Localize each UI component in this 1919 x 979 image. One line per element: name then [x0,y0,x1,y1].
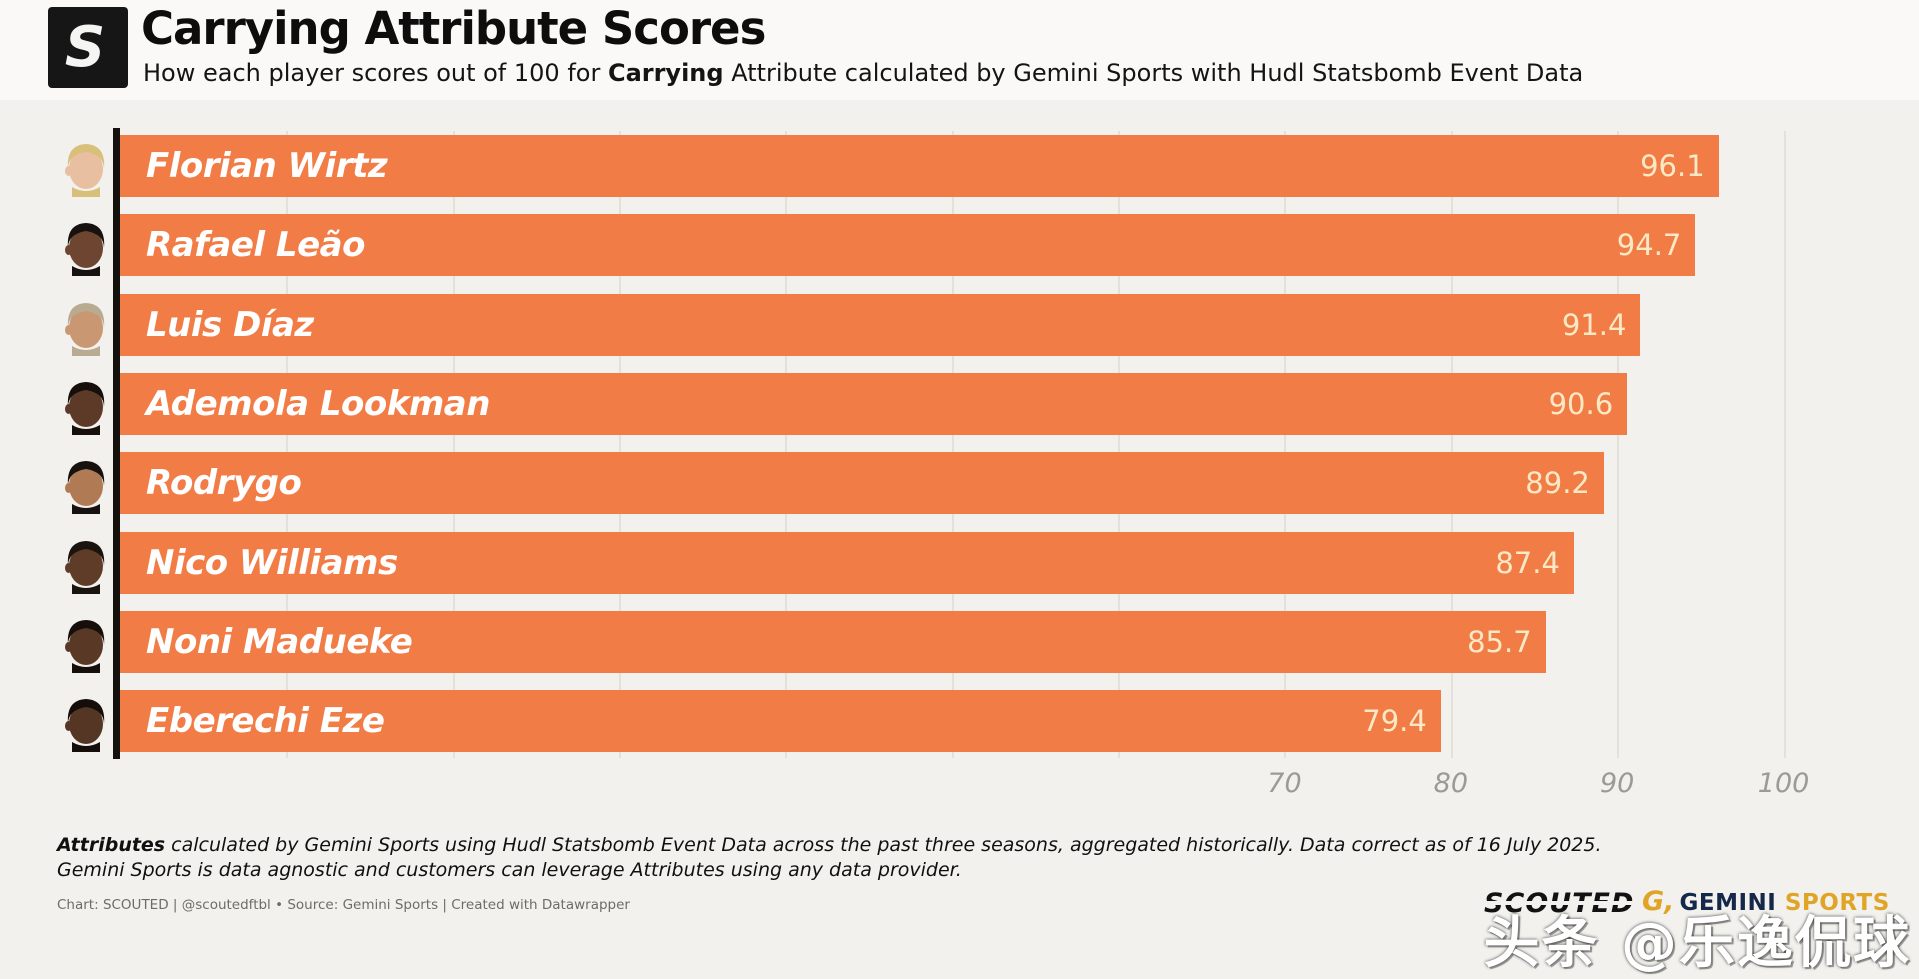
player-avatar [65,461,105,515]
player-avatar [65,619,105,673]
player-avatar [65,144,105,197]
player-avatar [65,302,105,356]
score-bar: Noni Madueke 85.7 [120,610,1546,673]
bar-row: Ademola Lookman 90.6 [65,372,1900,435]
bar-value-label: 79.4 [1362,704,1427,739]
player-avatar [65,223,105,277]
bar-chart-plot-area: Florian Wirtz 96.1 Rafael Leão 94.7 Luis Día… [65,131,1900,758]
bar-row: Luis Díaz 91.4 [65,293,1900,356]
x-tick-label-80: 80 [1433,768,1469,799]
gridline-90 [1617,131,1620,758]
subtitle-keyword: Carrying [607,59,724,87]
footnote-line-1: Attributes calculated by Gemini Sports u… [57,834,1602,856]
bar-row: Florian Wirtz 96.1 [65,135,1900,197]
gemini-wordmark: GEMINI [1679,890,1777,916]
gemini-sports-logo: G, GEMINI SPORTS [1642,886,1890,917]
x-tick-label-100: 100 [1757,768,1810,799]
player-name-label: Rodrygo [146,463,302,504]
gridline-70 [1284,131,1287,758]
x-tick-label-70: 70 [1267,768,1302,799]
player-name-label: Nico Williams [146,542,398,583]
header-band: S Carrying Attribute Scores How each pla… [0,0,1919,100]
bar-row: Rafael Leão 94.7 [65,214,1900,277]
bar-value-label: 87.4 [1495,545,1560,580]
player-name-label: Florian Wirtz [146,146,388,186]
bar-value-label: 94.7 [1616,228,1682,263]
gridline-60 [1118,131,1121,758]
score-bar: Ademola Lookman 90.6 [120,372,1628,435]
chart-credit-line: Chart: SCOUTED | @scoutedftbl • Source: … [57,897,630,913]
bar-value-label: 90.6 [1548,386,1614,421]
bar-value-label: 91.4 [1561,307,1627,342]
gemini-sports-wordmark: SPORTS [1776,890,1890,916]
bar-row: Noni Madueke 85.7 [65,610,1900,673]
gemini-g-icon: G, [1642,886,1675,917]
scouted-wordmark-logo: SCOUTED [1481,888,1637,919]
gridline-50 [951,131,954,758]
score-bar: Rodrygo 89.2 [120,452,1604,515]
player-name-label: Rafael Leão [146,225,365,266]
footnote-rest: calculated by Gemini Sports using Hudl S… [165,834,1602,856]
bar-row: Eberechi Eze 79.4 [65,690,1900,753]
gridline-80 [1450,131,1453,758]
score-bar: Florian Wirtz 96.1 [120,135,1719,197]
player-name-label: Ademola Lookman [146,383,490,424]
player-avatar [65,540,105,594]
score-bar: Rafael Leão 94.7 [120,214,1696,277]
gridline-30 [619,131,622,758]
player-avatar [65,699,105,753]
bar-row: Rodrygo 89.2 [65,452,1900,515]
y-axis-baseline [113,128,120,759]
player-name-label: Luis Díaz [146,304,314,345]
player-name-label: Noni Madueke [146,621,413,662]
page-subtitle: How each player scores out of 100 for Ca… [143,59,1583,87]
score-bar: Luis Díaz 91.4 [120,293,1641,356]
gridline-100 [1783,131,1786,758]
gridline-40 [785,131,788,758]
footnote-line-2: Gemini Sports is data agnostic and custo… [57,859,962,881]
bar-value-label: 96.1 [1640,149,1705,183]
score-bar: Nico Williams 87.4 [120,531,1574,594]
subtitle-suffix: Attribute calculated by Gemini Sports wi… [723,59,1584,87]
player-avatar [65,381,105,435]
footnote-bold-word: Attributes [57,834,166,856]
bar-value-label: 85.7 [1467,624,1532,659]
scouted-s-logo: S [48,7,128,88]
bar-value-label: 89.2 [1525,466,1590,501]
score-bar: Eberechi Eze 79.4 [120,690,1441,753]
gridline-20 [452,131,455,758]
gridline-10 [286,131,289,758]
page-title: Carrying Attribute Scores [141,2,766,55]
scouted-s-letter: S [64,14,106,80]
x-tick-label-90: 90 [1600,768,1635,799]
player-name-label: Eberechi Eze [146,701,385,742]
bar-row: Nico Williams 87.4 [65,531,1900,594]
subtitle-prefix: How each player scores out of 100 for [143,59,608,87]
toutiao-watermark: 头条 @乐逸侃球 [1483,911,1911,976]
